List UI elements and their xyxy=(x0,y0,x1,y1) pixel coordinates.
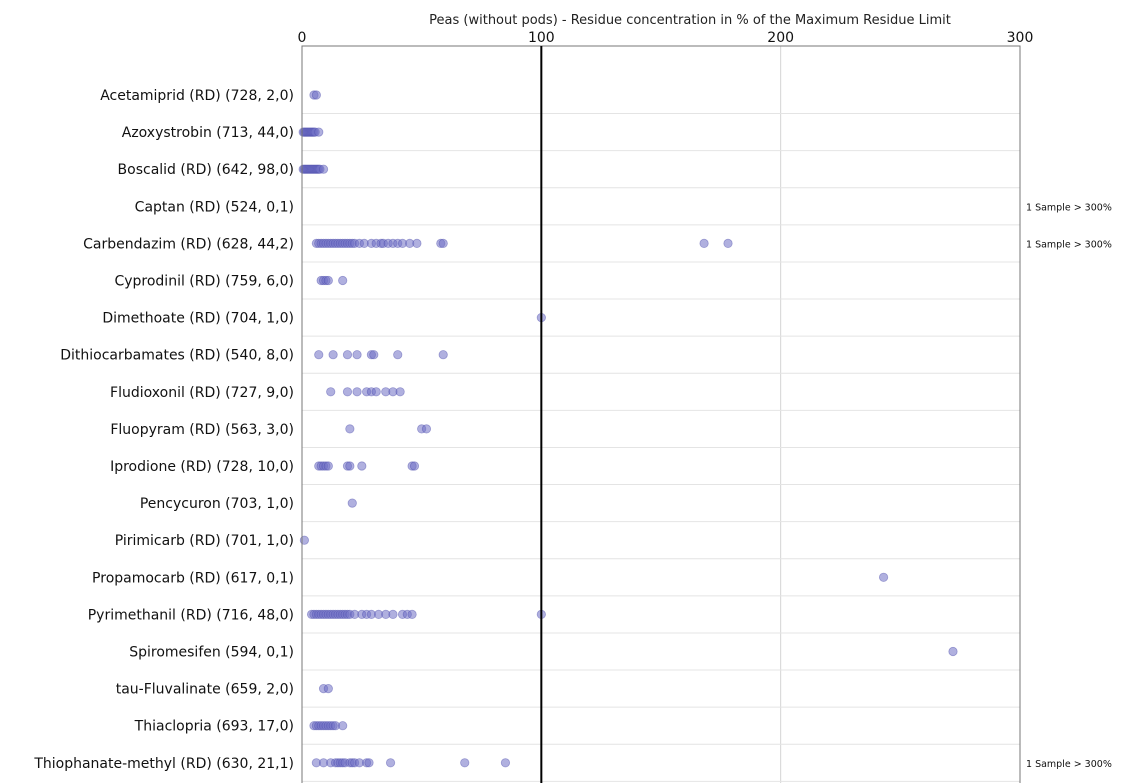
category-label: Captan (RD) (524, 0,1) xyxy=(135,199,294,215)
data-point xyxy=(438,350,448,360)
category-labels: Acetamiprid (RD) (728, 2,0) Azoxystrobin … xyxy=(33,88,294,772)
category-label: Fludioxonil (RD) (727, 9,0) xyxy=(110,385,294,401)
grid-lines xyxy=(302,46,1020,783)
overflow-notes: 1 Sample > 300% 1 Sample > 300% 1 Sample >… xyxy=(1026,202,1112,770)
data-point xyxy=(421,424,432,434)
category-label: Pencycuron (703, 1,0) xyxy=(140,496,294,512)
category-label: Carbendazim (RD) (628, 44,2) xyxy=(83,236,294,252)
category-label: Fluopyram (RD) (563, 3,0) xyxy=(110,422,294,438)
data-point xyxy=(412,238,422,248)
data-point xyxy=(371,387,381,397)
data-point xyxy=(500,758,511,768)
data-point xyxy=(311,90,321,100)
x-tick-label: 200 xyxy=(767,30,794,46)
data-point xyxy=(364,758,374,768)
data-point xyxy=(948,646,958,657)
category-label: Iprodione (RD) (728, 10,0) xyxy=(110,459,294,475)
data-point xyxy=(338,721,348,731)
category-label: Azoxystrobin (713, 44,0) xyxy=(122,125,294,141)
data-point xyxy=(318,164,329,174)
data-point xyxy=(352,387,362,397)
data-point xyxy=(369,350,379,360)
category-label: Dithiocarbamates (RD) (540, 8,0) xyxy=(60,348,294,364)
data-point xyxy=(345,461,355,471)
category-label: Cyprodinil (RD) (759, 6,0) xyxy=(114,274,294,290)
data-point xyxy=(338,275,348,286)
data-point xyxy=(314,127,324,137)
data-point xyxy=(407,609,417,620)
category-label: Dimethoate (RD) (704, 1,0) xyxy=(102,311,294,327)
data-point xyxy=(438,238,448,248)
data-point xyxy=(357,461,367,471)
data-point xyxy=(323,461,333,471)
data-point xyxy=(326,387,336,397)
overflow-note: 1 Sample > 300% xyxy=(1026,759,1112,770)
data-point xyxy=(314,350,324,360)
data-point xyxy=(299,535,309,545)
category-label: tau-Fluvalinate (659, 2,0) xyxy=(116,682,294,698)
data-point xyxy=(385,758,396,768)
data-point xyxy=(342,387,353,397)
category-label: Spiromesifen (594, 0,1) xyxy=(129,645,294,661)
category-label: Boscalid (RD) (642, 98,0) xyxy=(118,162,294,178)
data-point xyxy=(323,683,333,694)
data-point xyxy=(352,350,362,360)
category-label: Pyrimethanil (RD) (716, 48,0) xyxy=(88,607,294,623)
plot-frame xyxy=(301,45,1021,783)
data-points xyxy=(298,90,958,768)
overflow-note: 1 Sample > 300% xyxy=(1026,239,1112,250)
data-point xyxy=(393,350,403,360)
category-label: Thiophanate-methyl (RD) (630, 21,1) xyxy=(33,756,294,772)
data-point xyxy=(395,387,405,397)
data-point xyxy=(388,609,398,620)
data-point xyxy=(699,238,709,248)
data-point xyxy=(409,461,420,471)
x-axis-ticks: 0 100 200 300 xyxy=(298,30,1034,46)
category-label: Acetamiprid (RD) (728, 2,0) xyxy=(100,88,294,104)
data-point xyxy=(878,572,889,582)
x-tick-label: 300 xyxy=(1007,30,1034,46)
data-point xyxy=(323,275,333,286)
data-point xyxy=(345,424,355,434)
x-tick-label: 100 xyxy=(528,30,555,46)
category-label: Pirimicarb (RD) (701, 1,0) xyxy=(115,533,294,549)
overflow-note: 1 Sample > 300% xyxy=(1026,202,1112,213)
data-point xyxy=(342,350,353,360)
chart-title: Peas (without pods) - Residue concentrat… xyxy=(429,13,951,28)
data-point xyxy=(347,498,357,508)
data-point xyxy=(460,758,470,768)
category-label: Propamocarb (RD) (617, 0,1) xyxy=(92,570,294,586)
x-tick-label: 0 xyxy=(298,30,307,46)
data-point xyxy=(328,350,338,360)
data-point xyxy=(723,238,733,248)
category-label: Thiaclopria (693, 17,0) xyxy=(134,719,294,735)
